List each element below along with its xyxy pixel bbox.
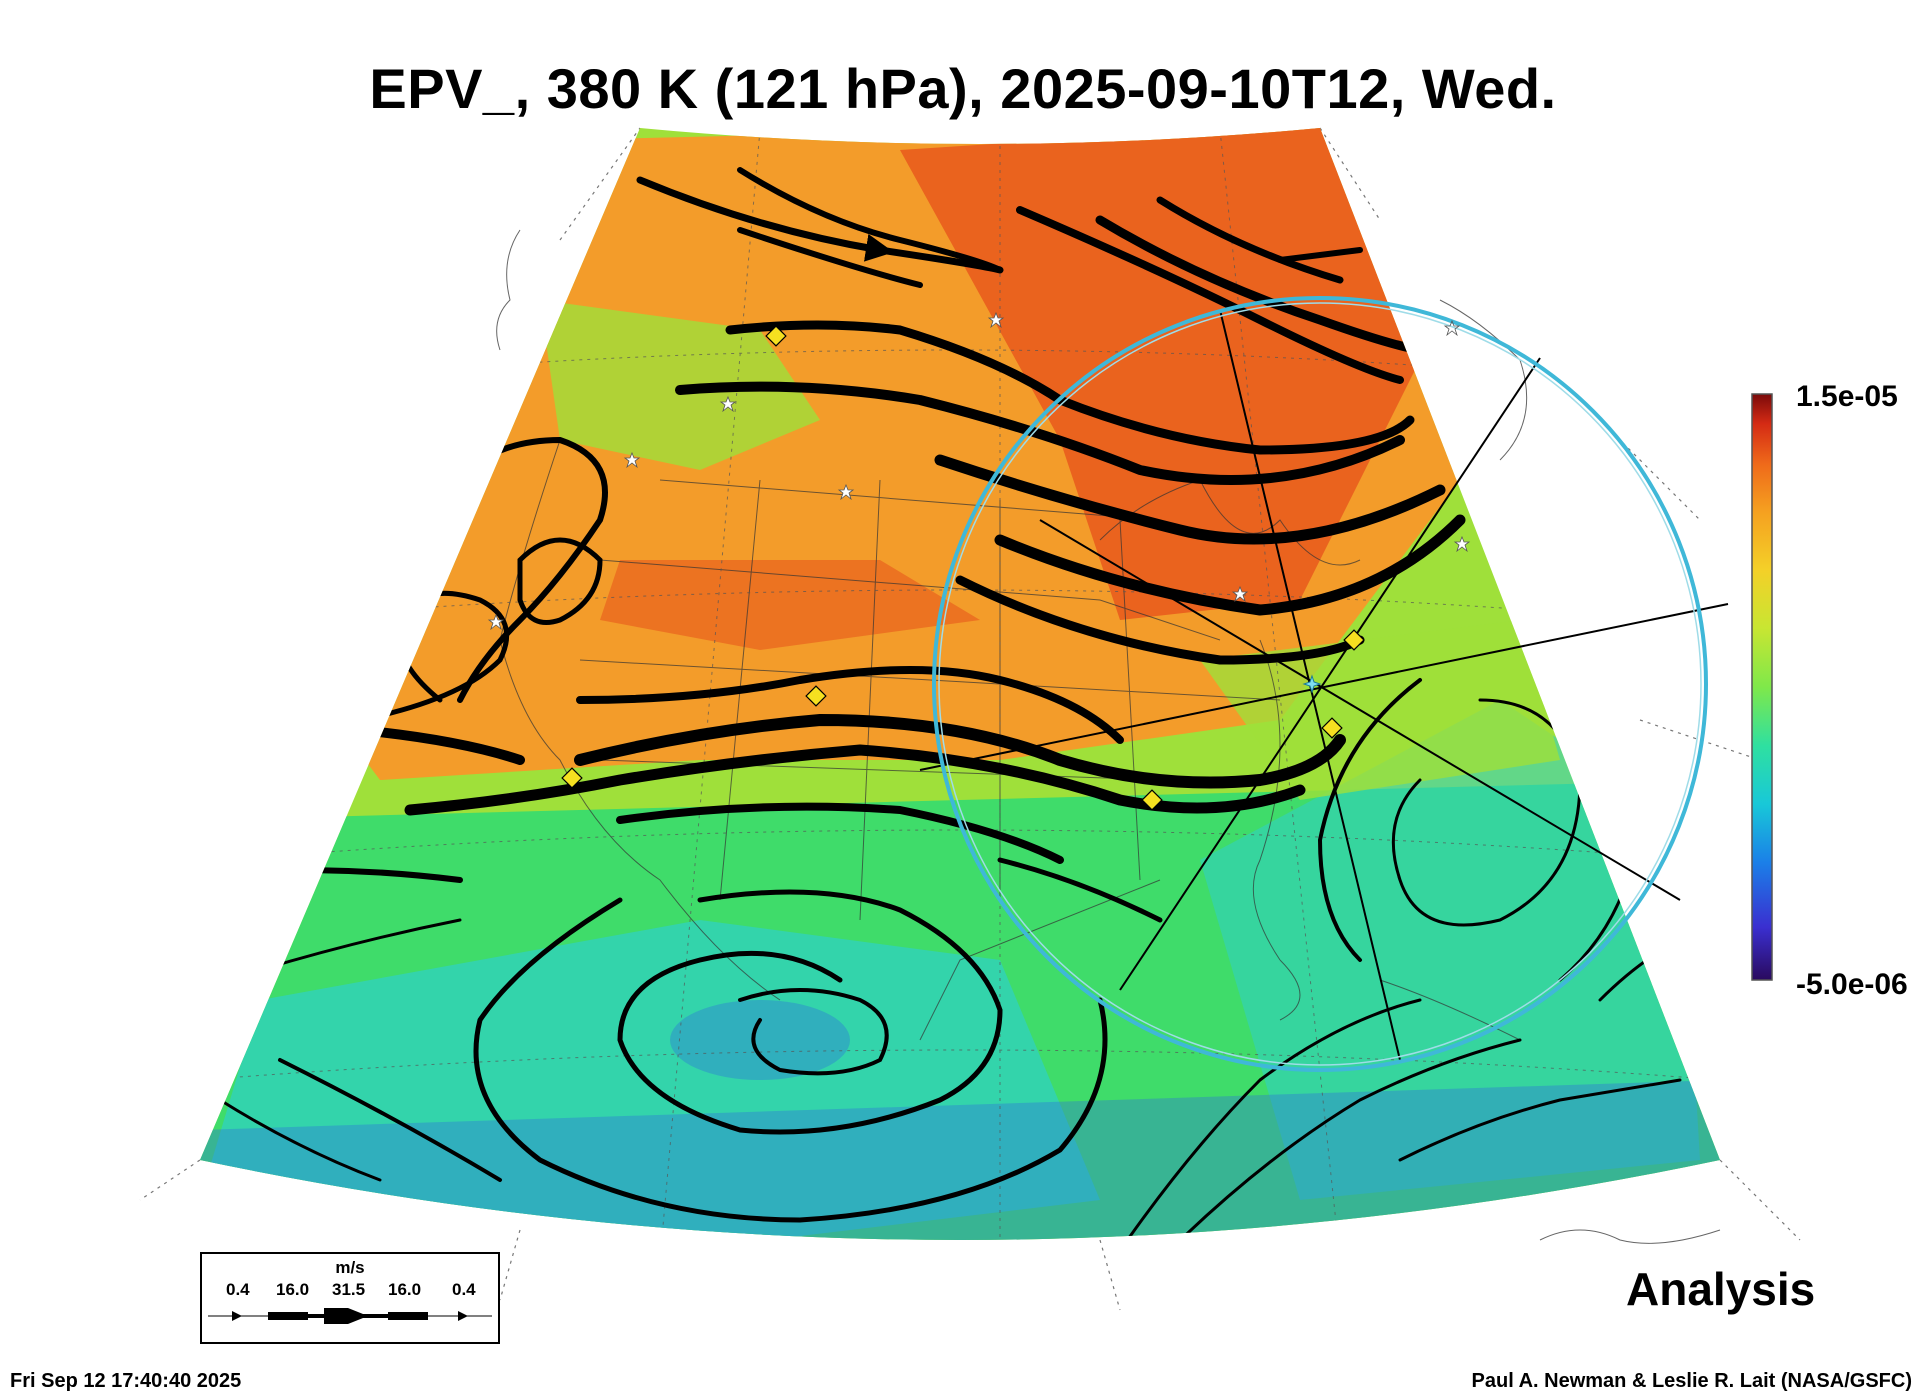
legend-value: 31.5 bbox=[332, 1280, 366, 1299]
star-icon bbox=[487, 613, 505, 631]
star-icon bbox=[1443, 319, 1461, 337]
streamline bbox=[473, 897, 1108, 1223]
streamline bbox=[278, 1058, 502, 1182]
diamond-icon bbox=[805, 685, 827, 707]
range-circle bbox=[932, 296, 1708, 1072]
streamline bbox=[737, 167, 1003, 273]
diamond-icon bbox=[1141, 789, 1163, 811]
star-icon bbox=[1231, 585, 1249, 603]
streamline bbox=[218, 1098, 382, 1182]
streamline bbox=[517, 537, 603, 625]
star-icon bbox=[1453, 535, 1471, 553]
streamline bbox=[1158, 1038, 1522, 1240]
streamline bbox=[1398, 1078, 1682, 1162]
streamline bbox=[955, 575, 1365, 665]
streamline bbox=[258, 918, 462, 972]
star-icon bbox=[837, 483, 855, 501]
streamline bbox=[1016, 206, 1404, 384]
target-marker-icon bbox=[1302, 674, 1322, 694]
streamline bbox=[738, 988, 889, 1076]
diamond-icon bbox=[1343, 629, 1365, 651]
streamline bbox=[617, 889, 1003, 1135]
wind-speed-legend: m/s 0.4 16.0 31.5 16.0 0.4 bbox=[200, 1252, 500, 1344]
legend-value: 0.4 bbox=[452, 1280, 476, 1299]
streamline bbox=[1277, 247, 1363, 263]
streamline bbox=[576, 666, 1124, 744]
colorbar-min-label: -5.0e-06 bbox=[1796, 968, 1908, 1001]
footer-credit: Paul A. Newman & Leslie R. Lait (NASA/GS… bbox=[1471, 1370, 1912, 1392]
analysis-label: Analysis bbox=[1626, 1263, 1816, 1315]
streamline bbox=[675, 381, 1405, 485]
streamline bbox=[997, 857, 1163, 923]
epv-field bbox=[200, 128, 1720, 1240]
streamline bbox=[994, 514, 1466, 616]
legend-value: 16.0 bbox=[276, 1280, 310, 1299]
star-icon bbox=[623, 451, 641, 469]
streamline bbox=[355, 725, 525, 765]
star-icon bbox=[987, 311, 1005, 329]
page-title: EPV_, 380 K (121 hPa), 2025-09-10T12, We… bbox=[369, 57, 1557, 120]
legend-arrow-icon bbox=[208, 1308, 492, 1324]
legend-value: 16.0 bbox=[388, 1280, 422, 1299]
star-markers bbox=[487, 311, 1471, 631]
footer-timestamp: Fri Sep 12 17:40:40 2025 bbox=[10, 1370, 242, 1392]
star-icon bbox=[719, 395, 737, 413]
streamline bbox=[737, 227, 923, 288]
diamond-icon bbox=[561, 767, 583, 789]
colorbar-max-label: 1.5e-05 bbox=[1796, 380, 1898, 413]
streamline bbox=[1095, 215, 1425, 355]
streamline bbox=[934, 454, 1446, 545]
diamond-markers bbox=[561, 325, 1365, 811]
legend-value: 0.4 bbox=[226, 1280, 250, 1299]
streamline bbox=[404, 744, 1306, 816]
streamline bbox=[1098, 998, 1422, 1240]
graticule-lines bbox=[139, 127, 1801, 1311]
streamline bbox=[1156, 196, 1344, 284]
diamond-icon bbox=[1321, 717, 1343, 739]
range-circle-inner bbox=[938, 302, 1702, 1066]
streamline bbox=[636, 176, 1004, 274]
diamond-icon bbox=[765, 325, 787, 347]
streamline bbox=[1317, 678, 1422, 962]
streamline bbox=[616, 802, 1064, 864]
legend-unit: m/s bbox=[335, 1258, 365, 1277]
streamline bbox=[437, 436, 608, 703]
colorbar bbox=[1751, 393, 1773, 981]
